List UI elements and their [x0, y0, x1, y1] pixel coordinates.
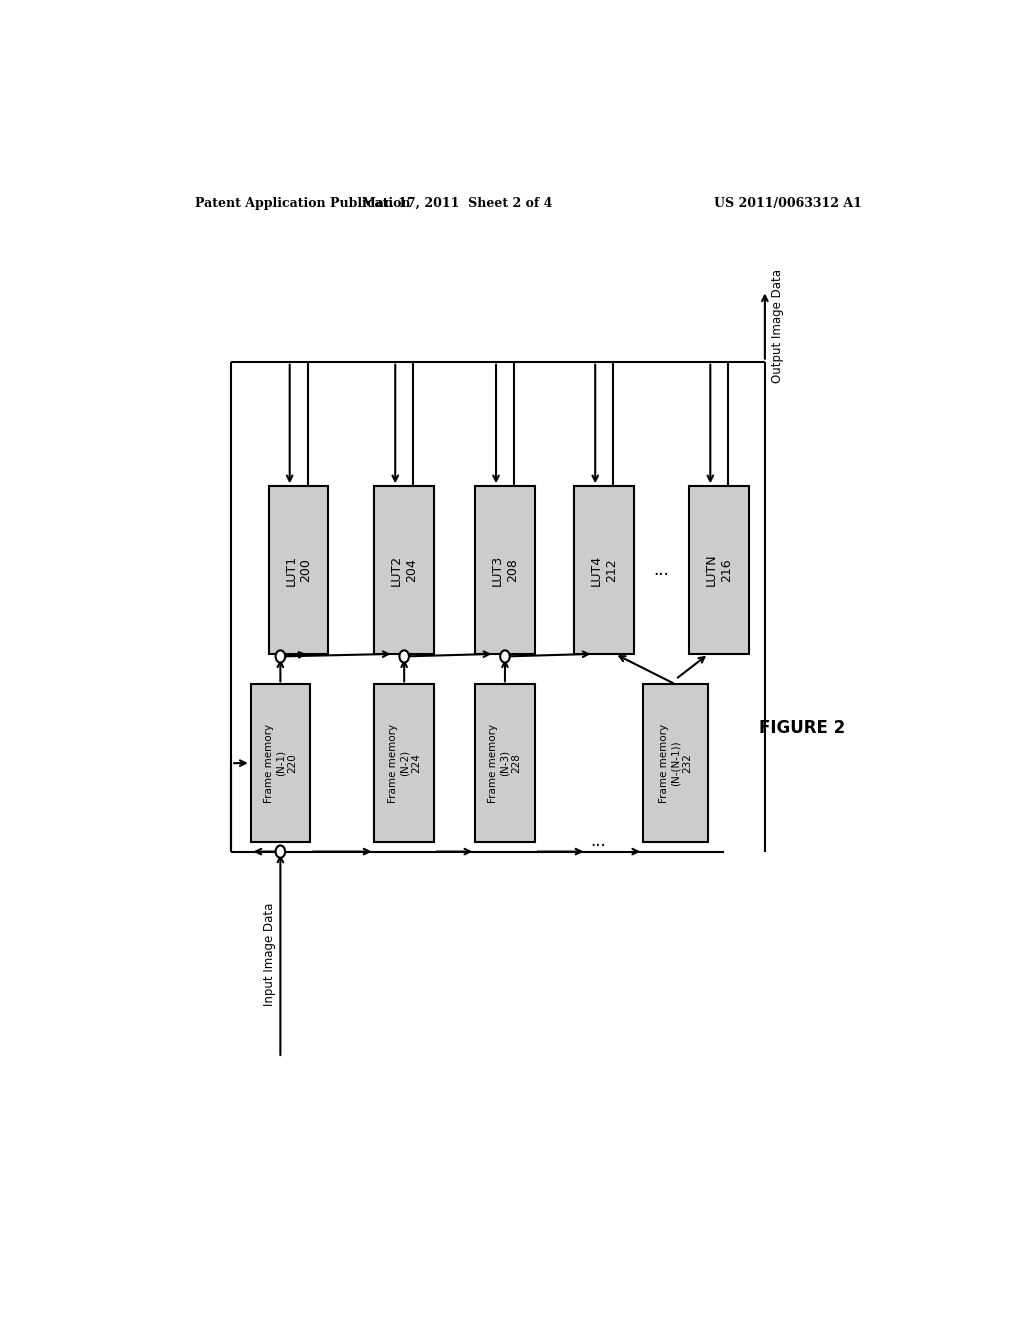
- Text: Mar. 17, 2011  Sheet 2 of 4: Mar. 17, 2011 Sheet 2 of 4: [362, 197, 553, 210]
- Text: FIGURE 2: FIGURE 2: [760, 718, 846, 737]
- Text: Frame memory
(N-(N-1))
232: Frame memory (N-(N-1)) 232: [659, 723, 692, 803]
- FancyBboxPatch shape: [574, 486, 634, 653]
- Circle shape: [275, 651, 285, 663]
- Text: LUT3
208: LUT3 208: [490, 554, 519, 586]
- FancyBboxPatch shape: [269, 486, 329, 653]
- Text: Frame memory
(N-2)
224: Frame memory (N-2) 224: [387, 723, 421, 803]
- Text: ...: ...: [653, 561, 669, 579]
- Text: Patent Application Publication: Patent Application Publication: [196, 197, 411, 210]
- FancyBboxPatch shape: [689, 486, 749, 653]
- FancyBboxPatch shape: [375, 684, 434, 842]
- Text: US 2011/0063312 A1: US 2011/0063312 A1: [714, 197, 862, 210]
- FancyBboxPatch shape: [643, 684, 709, 842]
- Circle shape: [399, 651, 409, 663]
- FancyBboxPatch shape: [375, 486, 434, 653]
- Text: ...: ...: [590, 833, 606, 850]
- Text: Output Image Data: Output Image Data: [771, 269, 784, 383]
- Text: Frame memory
(N-3)
228: Frame memory (N-3) 228: [488, 723, 521, 803]
- Text: Frame memory
(N-1)
220: Frame memory (N-1) 220: [264, 723, 297, 803]
- Circle shape: [275, 846, 285, 858]
- Text: LUT4
212: LUT4 212: [590, 554, 618, 586]
- Text: LUT2
204: LUT2 204: [390, 554, 418, 586]
- Text: Input Image Data: Input Image Data: [263, 903, 275, 1006]
- Text: LUT1
200: LUT1 200: [285, 554, 312, 586]
- FancyBboxPatch shape: [475, 486, 535, 653]
- Text: LUTN
216: LUTN 216: [706, 553, 733, 586]
- FancyBboxPatch shape: [475, 684, 535, 842]
- Circle shape: [500, 651, 510, 663]
- FancyBboxPatch shape: [251, 684, 310, 842]
